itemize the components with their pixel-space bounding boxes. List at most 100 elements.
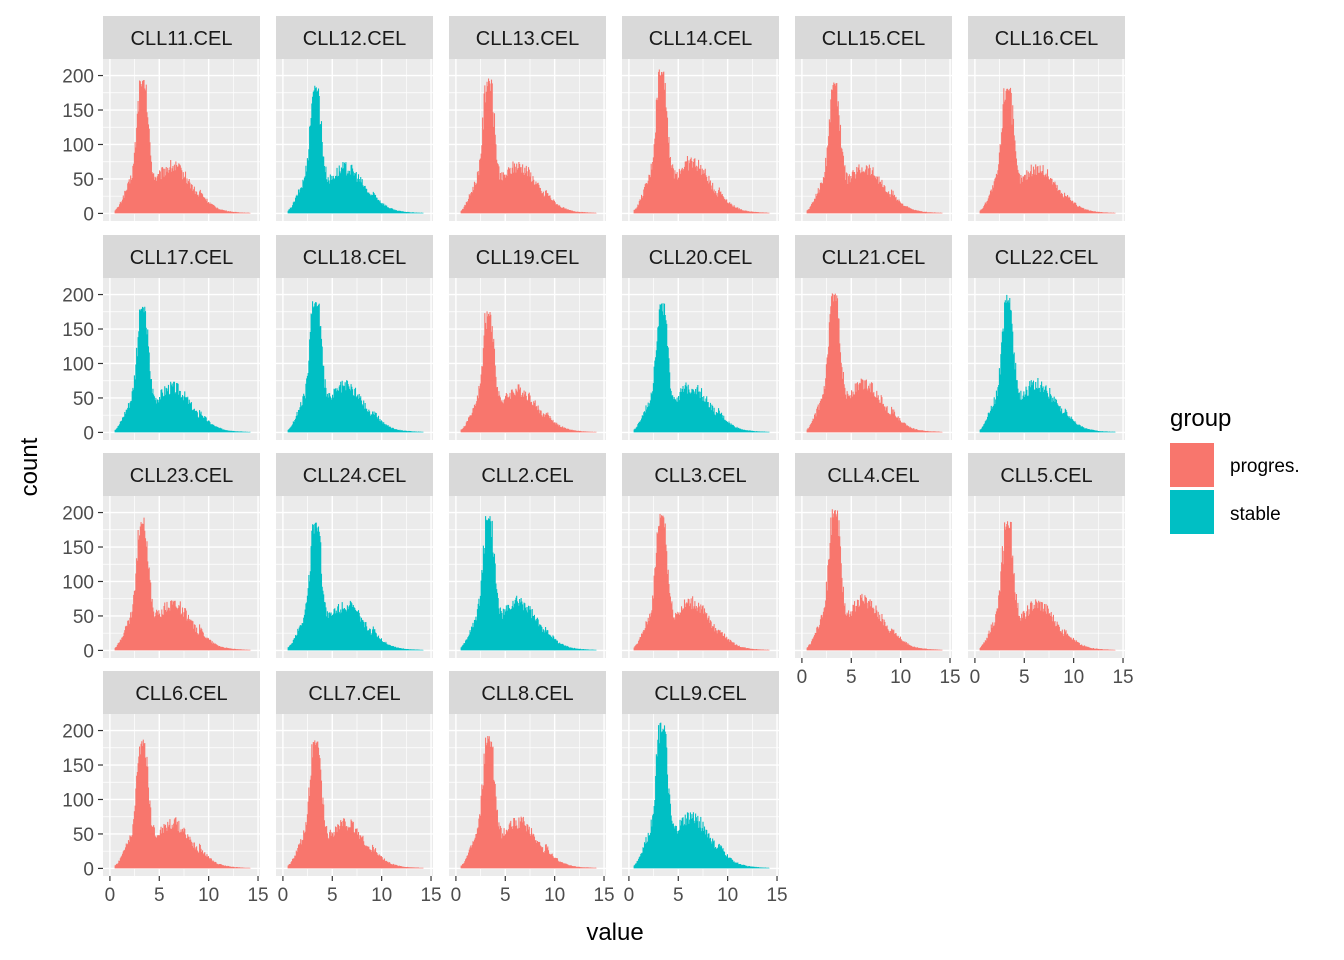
legend-key-stable: [1170, 490, 1214, 534]
y-tick-label: 0: [83, 204, 94, 225]
facet-strip-label: CLL23.CEL: [130, 465, 233, 487]
facet-strip-label: CLL14.CEL: [649, 28, 752, 50]
histogram-bars: [633, 722, 770, 869]
x-tick-label: 10: [717, 885, 738, 906]
histogram-bars: [287, 85, 424, 214]
facet-panel: CLL21.CEL: [795, 235, 952, 440]
facet-panel: CLL17.CEL 0 50 100 150 200: [62, 235, 260, 444]
histogram-bars: [460, 78, 597, 214]
x-tick-label: 5: [846, 667, 857, 688]
x-tick-label: 0: [797, 667, 808, 688]
x-tick-label: 10: [371, 885, 392, 906]
y-tick-label: 200: [62, 722, 94, 743]
facet-panel: CLL3.CEL: [622, 453, 779, 658]
legend-key-progres: [1170, 443, 1214, 487]
histogram-bars: [460, 311, 597, 433]
facet-strip: [622, 235, 779, 278]
x-axis-title: value: [586, 919, 643, 946]
facet-strip: [103, 235, 260, 278]
facet-strip: [622, 671, 779, 714]
facet-panel: CLL7.CEL 0 5 10 15: [276, 671, 442, 906]
facet-strip: [968, 453, 1125, 496]
legend: group progres. stable: [1170, 405, 1300, 534]
histogram-bars: [114, 517, 251, 651]
histogram-bars: [287, 301, 424, 433]
y-tick-label: 0: [83, 859, 94, 880]
facet-panel: CLL22.CEL: [968, 235, 1125, 440]
facet-strip-label: CLL3.CEL: [654, 465, 746, 487]
facet-strip: [449, 453, 606, 496]
facet-strip: [276, 671, 433, 714]
facet-strip: [622, 16, 779, 59]
x-tick-label: 5: [1019, 667, 1030, 688]
y-tick-label: 100: [62, 790, 94, 811]
facet-panel: CLL23.CEL 0 50 100 150 200: [62, 453, 260, 662]
facet-panel: CLL8.CEL 0 5 10 15: [449, 671, 615, 906]
facet-panel: CLL6.CEL 0 50 100 150 200 0 5 10 15: [62, 671, 269, 906]
y-tick-label: 150: [62, 756, 94, 777]
x-tick-label: 15: [1112, 667, 1133, 688]
x-tick-label: 0: [970, 667, 981, 688]
y-tick-label: 200: [62, 286, 94, 307]
y-axis-title: count: [16, 437, 43, 496]
x-tick-label: 0: [624, 885, 635, 906]
histogram-bars: [979, 87, 1116, 214]
y-tick-label: 200: [62, 67, 94, 88]
facet-panel: CLL18.CEL: [276, 235, 433, 440]
histogram-bars: [633, 303, 770, 433]
facet-strip-label: CLL17.CEL: [130, 247, 233, 269]
facet-panel: CLL13.CEL: [449, 16, 606, 221]
y-tick-label: 100: [62, 354, 94, 375]
facet-panel: CLL5.CEL 0 5 10 15: [968, 453, 1134, 688]
y-tick-label: 150: [62, 101, 94, 122]
histogram-bars: [806, 293, 943, 433]
facet-strip-label: CLL11.CEL: [131, 28, 233, 50]
x-tick-label: 15: [939, 667, 960, 688]
facet-strip-label: CLL9.CEL: [654, 683, 746, 705]
facet-strip: [968, 16, 1125, 59]
x-tick-label: 5: [500, 885, 511, 906]
facet-strip-label: CLL24.CEL: [303, 465, 406, 487]
histogram-bars: [287, 740, 424, 869]
y-tick-label: 50: [73, 607, 94, 628]
y-tick-label: 50: [73, 825, 94, 846]
histogram-bars: [806, 82, 943, 214]
histogram-bars: [114, 739, 251, 869]
y-tick-label: 200: [62, 504, 94, 525]
histogram-bars: [114, 306, 251, 433]
facet-panel: CLL20.CEL: [622, 235, 779, 440]
facet-strip-label: CLL4.CEL: [827, 465, 919, 487]
facet-strip-label: CLL2.CEL: [481, 465, 573, 487]
legend-title: group: [1170, 405, 1231, 432]
facet-strip-label: CLL12.CEL: [303, 28, 406, 50]
y-tick-label: 0: [83, 423, 94, 444]
x-tick-label: 0: [451, 885, 462, 906]
x-tick-label: 0: [278, 885, 289, 906]
axis-titles: value count: [16, 437, 644, 946]
y-tick-label: 100: [62, 135, 94, 156]
y-tick-label: 150: [62, 320, 94, 341]
facet-panel: CLL16.CEL: [968, 16, 1125, 221]
facet-strip-label: CLL20.CEL: [649, 247, 752, 269]
x-tick-label: 10: [544, 885, 565, 906]
histogram-bars: [287, 522, 424, 651]
facet-strip-label: CLL22.CEL: [995, 247, 1098, 269]
x-tick-label: 0: [105, 885, 116, 906]
facet-panel: CLL12.CEL: [276, 16, 433, 221]
facet-panel: CLL11.CEL 0 50 100 150 200: [62, 16, 260, 225]
histogram-bars: [979, 294, 1116, 433]
facet-strip: [795, 453, 952, 496]
y-tick-label: 50: [73, 389, 94, 410]
x-tick-label: 15: [247, 885, 268, 906]
legend-label-progres: progres.: [1230, 456, 1300, 477]
facet-strip: [449, 235, 606, 278]
x-tick-label: 10: [198, 885, 219, 906]
facet-strip: [795, 235, 952, 278]
facet-strip-label: CLL8.CEL: [481, 683, 573, 705]
histogram-bars: [633, 513, 770, 651]
facet-strip: [103, 16, 260, 59]
y-tick-label: 50: [73, 170, 94, 191]
facet-strip: [622, 453, 779, 496]
